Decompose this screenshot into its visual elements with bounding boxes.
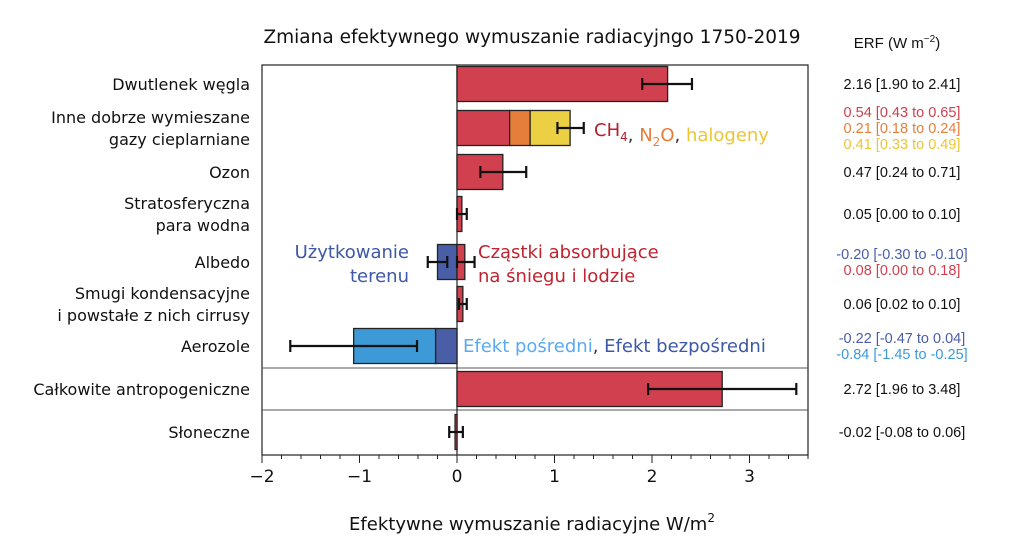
category-label: Smugi kondensacyjne (75, 284, 250, 303)
ghg-annotation: CH4, N2O, halogeny (594, 120, 769, 149)
erf-value: 0.21 [0.18 to 0.24] (844, 121, 961, 137)
erf-value: 0.47 [0.24 to 0.71] (844, 165, 961, 181)
x-tick-label: 0 (452, 467, 463, 487)
category-label: Aerozole (181, 337, 250, 356)
erf-value: 0.54 [0.43 to 0.65] (844, 105, 961, 121)
x-tick-label: 1 (549, 467, 560, 487)
category-label: Inne dobrze wymieszane (51, 108, 250, 127)
erf-value: 0.41 [0.33 to 0.49] (844, 137, 961, 153)
category-label: Stratosferyczna (124, 194, 250, 213)
values-header: ERF (W m−2) (854, 34, 940, 52)
x-tick-label: 2 (647, 467, 658, 487)
category-label: gazy cieplarniane (109, 130, 250, 149)
x-tick-label: −1 (347, 467, 372, 487)
bar-segment (434, 327, 458, 365)
category-label: Całkowite antropogeniczne (33, 380, 250, 399)
snow-annotation: na śniegu i lodzie (478, 266, 635, 287)
erf-value: 2.16 [1.90 to 2.41] (844, 77, 961, 93)
category-label: Słoneczne (168, 423, 250, 442)
erf-value: -0.02 [-0.08 to 0.06] (839, 425, 966, 441)
bar-segment (456, 109, 511, 147)
snow-annotation: Cząstki absorbujące (478, 242, 659, 263)
erf-value: -0.20 [-0.30 to -0.10] (836, 247, 967, 263)
land-use-annotation: terenu (350, 266, 409, 287)
category-label: para wodna (156, 216, 250, 235)
erf-value: 0.08 [0.00 to 0.18] (844, 263, 961, 279)
category-label: Albedo (195, 253, 250, 272)
category-label: i powstałe z nich cirrusy (57, 306, 250, 325)
aerosol-annotation: Efekt pośredni, Efekt bezpośredni (463, 336, 766, 357)
chart-title: Zmiana efektywnego wymuszanie radiacyjng… (263, 27, 800, 48)
erf-value: 0.06 [0.02 to 0.10] (844, 297, 961, 313)
erf-value: 2.72 [1.96 to 3.48] (844, 382, 961, 398)
bar-segment (456, 65, 669, 103)
erf-value: -0.22 [-0.47 to 0.04] (839, 331, 966, 347)
x-tick-label: 3 (744, 467, 755, 487)
x-axis-label: Efektywne wymuszanie radiacyjne W/m2 (349, 511, 715, 535)
land-use-annotation: Użytkowanie (295, 242, 409, 263)
category-label: Ozon (209, 163, 250, 182)
bar-segment (508, 109, 531, 147)
erf-value: 0.05 [0.00 to 0.10] (844, 207, 961, 223)
x-tick-label: −2 (249, 467, 274, 487)
category-label: Dwutlenek węgla (112, 75, 250, 94)
erf-value: -0.84 [-1.45 to -0.25] (836, 347, 967, 363)
